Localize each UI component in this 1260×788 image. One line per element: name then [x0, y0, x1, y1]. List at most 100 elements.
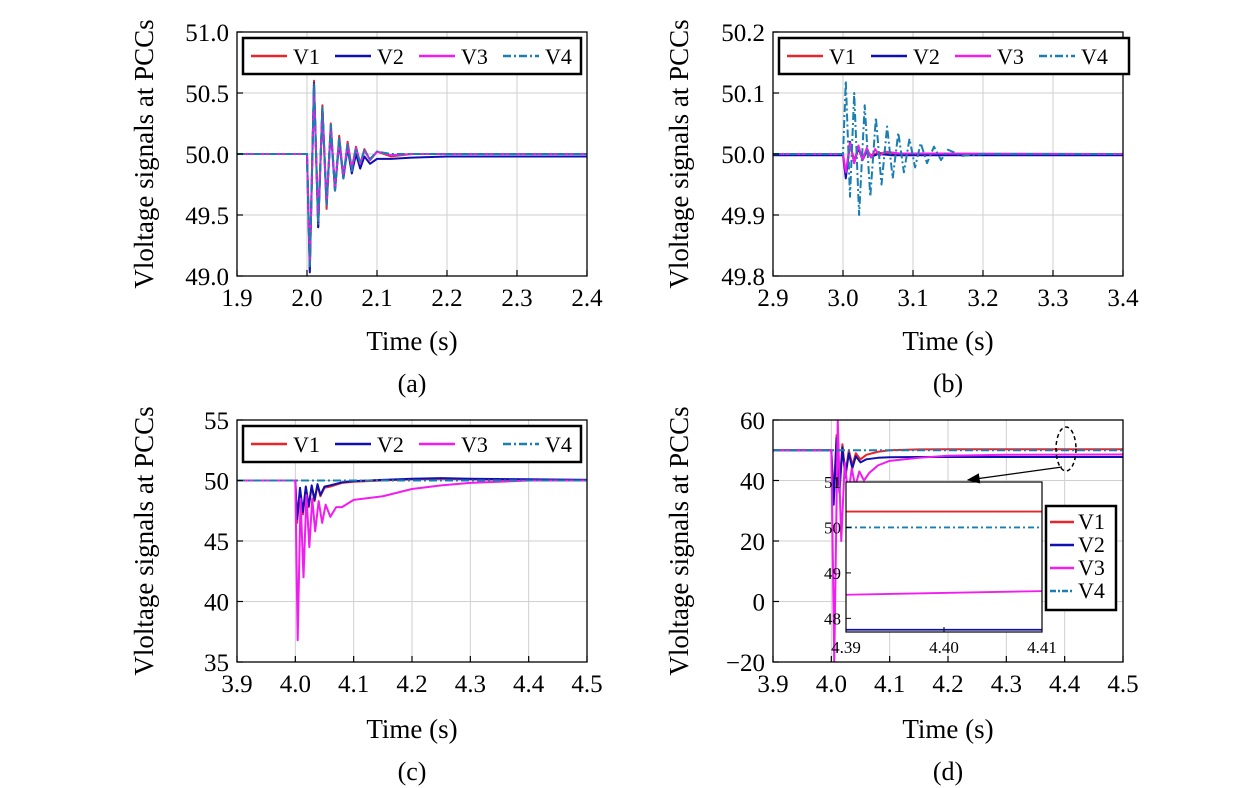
chart-caption: (b) — [933, 369, 963, 398]
legend-label-v1: V1 — [293, 432, 320, 457]
legend-label-v4: V4 — [1078, 578, 1105, 603]
x-tick-label: 3.2 — [967, 285, 998, 312]
legend-label-v4: V4 — [1081, 44, 1108, 69]
chart-caption: (a) — [398, 369, 427, 398]
legend-label-v3: V3 — [461, 44, 488, 69]
y-tick-label: 45 — [204, 529, 229, 556]
legend-label-v3: V3 — [1078, 555, 1105, 580]
x-tick-label: 4.1 — [874, 671, 905, 698]
legend-label-v1: V1 — [293, 44, 320, 69]
x-tick-label: 4.3 — [455, 671, 486, 698]
legend: V1 V2 V3 V4 — [777, 36, 1131, 76]
x-tick-label: 4.5 — [1107, 671, 1138, 698]
series-group — [773, 420, 1123, 662]
y-tick-label: 35 — [204, 650, 229, 677]
x-axis-label: Time (s) — [902, 326, 993, 356]
legend-box — [1044, 504, 1118, 612]
x-axis-label: Time (s) — [902, 714, 993, 744]
series-v3-line — [773, 420, 1123, 662]
y-tick-label: 49.5 — [185, 203, 229, 230]
x-tick-label: 2.2 — [431, 285, 462, 312]
zoom-arrow — [966, 466, 1063, 484]
legend-label-v2: V2 — [377, 432, 404, 457]
chart-caption: (c) — [398, 757, 427, 786]
legend-label-v4: V4 — [545, 432, 572, 457]
series-v2-line — [237, 477, 587, 521]
x-tick-label: 4.4 — [513, 671, 545, 698]
y-tick-label: 50.1 — [721, 81, 765, 108]
y-tick-label: 51.0 — [185, 20, 229, 47]
zoom-ellipse — [1055, 426, 1077, 472]
legend-label-v1: V1 — [1078, 509, 1105, 534]
x-axis-label: Time (s) — [366, 714, 457, 744]
inset-series-v3 — [845, 590, 1043, 596]
x-tick-label: 1.9 — [221, 285, 252, 312]
x-tick-label: 2.0 — [291, 285, 322, 312]
x-tick-label: 2.1 — [361, 285, 392, 312]
chart-a: 1.9 2.0 2.1 2.2 2.3 2.4 49.0 49.5 50.0 50.5 51.0 Ti… — [129, 19, 603, 398]
series-v3-line — [237, 85, 587, 265]
x-tick-label: 3.4 — [1107, 285, 1139, 312]
chart-c: 3.9 4.0 4.1 4.2 4.3 4.4 4.5 35 40 45 50 55 Time (s) V… — [129, 406, 603, 786]
series-v2-line — [773, 140, 1123, 180]
legend-label-v3: V3 — [461, 432, 488, 457]
x-tick-label: 3.0 — [827, 285, 858, 312]
y-tick-label: 49.0 — [185, 264, 229, 291]
legend-label-v3: V3 — [997, 44, 1024, 69]
legend-label-v2: V2 — [1078, 532, 1105, 557]
series-v3-line — [773, 142, 1123, 174]
y-axis-label: Vloltage signals at PCCs — [129, 406, 159, 675]
y-tick-label: 50.5 — [185, 81, 229, 108]
series-v4-line — [773, 79, 1123, 216]
y-tick-label: 50.2 — [721, 20, 765, 47]
y-tick-label: 20 — [740, 529, 765, 556]
x-tick-label: 2.9 — [757, 285, 788, 312]
x-axis-label: Time (s) — [366, 326, 457, 356]
legend: V1 V2 V3 V4 — [241, 424, 583, 464]
x-tick-label: 3.9 — [221, 671, 252, 698]
inset-y-tick-label: 50 — [824, 518, 841, 537]
series-group — [773, 79, 1123, 216]
y-tick-label: 60 — [740, 408, 765, 435]
legend-label-v2: V2 — [913, 44, 940, 69]
y-axis-label: Vloltage signals at PCCs — [129, 19, 159, 288]
inset-y-tick-label: 49 — [824, 564, 841, 583]
y-axis-label: Vloltage signals at PCCs — [664, 19, 694, 288]
series-v4-line — [237, 82, 587, 268]
x-tick-label: 4.0 — [280, 671, 311, 698]
y-tick-label: 49.9 — [721, 203, 765, 230]
legend: V1 V2 V3 V4 — [241, 36, 583, 76]
x-tick-label: 4.0 — [816, 671, 847, 698]
x-tick-label: 2.4 — [571, 285, 603, 312]
x-tick-label: 3.1 — [897, 285, 928, 312]
y-tick-label: 50.0 — [185, 142, 229, 169]
inset-background — [846, 482, 1042, 632]
x-tick-label: 4.1 — [338, 671, 369, 698]
y-tick-label: 50 — [204, 469, 229, 496]
legend-label-v4: V4 — [545, 44, 572, 69]
series-group — [237, 79, 587, 274]
x-tick-label: 2.3 — [501, 285, 532, 312]
inset-x-tick-label: 4.40 — [929, 638, 959, 657]
x-tick-label: 4.2 — [396, 671, 427, 698]
y-tick-label: 0 — [753, 590, 766, 617]
x-tick-label: 4.4 — [1049, 671, 1081, 698]
chart-d: 3.9 4.0 4.1 4.2 4.3 4.4 4.5 −20 0 20 40 60 Time (s) V… — [664, 406, 1139, 786]
chart-b: 2.9 3.0 3.1 3.2 3.3 3.4 49.8 49.9 50.0 50.1 50.2 Ti… — [664, 19, 1139, 398]
legend-box — [777, 36, 1131, 76]
legend-label-v2: V2 — [377, 44, 404, 69]
y-tick-label: 40 — [740, 469, 765, 496]
y-tick-label: 40 — [204, 590, 229, 617]
inset-x-tick-label: 4.39 — [831, 638, 861, 657]
x-tick-label: 4.3 — [991, 671, 1022, 698]
x-tick-label: 3.3 — [1037, 285, 1068, 312]
series-v3-line — [237, 479, 587, 642]
legend-label-v1: V1 — [829, 44, 856, 69]
x-tick-label: 4.5 — [571, 671, 602, 698]
series-v2-line — [237, 82, 587, 274]
y-tick-label: 50.0 — [721, 142, 765, 169]
y-tick-label: −20 — [726, 650, 765, 677]
y-axis-label: Vloltage signals at PCCs — [664, 406, 694, 675]
